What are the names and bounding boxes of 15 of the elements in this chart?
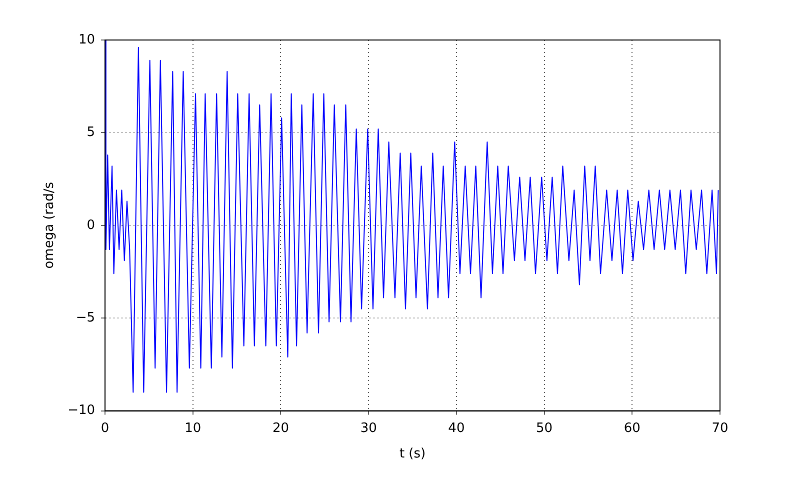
x-axis-title: t (s) [399,446,426,462]
x-tick-label: 60 [624,420,640,436]
y-axis-title: omega (rad/s [42,182,58,269]
y-tick-label: −5 [76,310,96,326]
x-tick-label: 0 [100,420,110,436]
y-tick-label: 0 [86,218,96,233]
y-tick-label: −10 [68,403,96,418]
x-tick-label: 50 [536,420,553,436]
y-tick-label: 10 [78,32,96,48]
x-tick-label: 10 [184,420,202,436]
x-tick-label: 30 [360,420,377,436]
x-tick-label: 20 [272,420,290,436]
x-tick-label: 40 [448,420,465,436]
x-tick-label: 70 [712,420,728,436]
y-tick-label: 5 [86,125,96,140]
